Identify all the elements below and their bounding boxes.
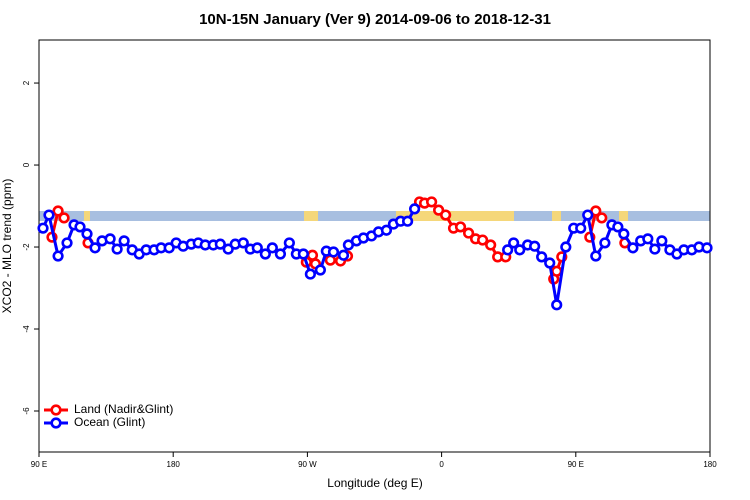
data-point [266, 242, 278, 254]
x-axis-label: Longitude (deg E) [327, 476, 422, 490]
data-point [627, 242, 639, 254]
data-point [536, 251, 548, 263]
x-tick-label: 90 E [568, 460, 584, 469]
data-point [618, 228, 630, 240]
data-point [118, 235, 130, 247]
data-point [89, 242, 101, 254]
x-tick-label: 180 [167, 460, 181, 469]
land-patch [619, 211, 628, 221]
data-point [582, 209, 594, 221]
y-tick-label: -2 [22, 243, 31, 251]
y-tick-label: 0 [22, 162, 31, 167]
data-point [575, 222, 587, 234]
data-point [612, 221, 624, 233]
y-axis-label: XCO2 - MLO trend (ppm) [0, 179, 14, 314]
data-point [52, 205, 64, 217]
data-point [454, 221, 467, 233]
data-point [74, 221, 86, 233]
data-point [304, 268, 316, 280]
data-point [52, 250, 64, 262]
data-point [544, 257, 556, 269]
data-point [58, 212, 70, 224]
data-point [111, 243, 123, 255]
data-point [502, 244, 514, 256]
chart-title: 10N-15N January (Ver 9) 2014-09-06 to 20… [199, 11, 551, 28]
data-point [596, 212, 608, 224]
data-point [701, 242, 713, 254]
data-point [551, 265, 563, 277]
data-point [642, 233, 654, 245]
y-tick-label: -6 [22, 407, 31, 415]
data-point [297, 248, 309, 260]
data-point [560, 241, 572, 253]
data-point [656, 235, 668, 247]
data-point [599, 237, 611, 249]
data-point [402, 215, 414, 227]
legend-label: Land (Nadir&Glint) [74, 402, 173, 416]
data-point [104, 233, 116, 245]
data-point [551, 299, 563, 311]
data-point [37, 222, 49, 234]
data-point [251, 242, 263, 254]
land-patch [304, 211, 318, 221]
x-tick-label: 0 [439, 460, 444, 469]
legend-marker [50, 417, 62, 429]
map-strip [39, 211, 710, 221]
data-point [649, 243, 661, 255]
data-point [43, 209, 55, 221]
data-point [380, 224, 393, 236]
data-point [409, 203, 421, 215]
land-patch [84, 211, 90, 221]
data-point [214, 238, 226, 250]
data-point [440, 209, 452, 221]
legend-marker [50, 404, 62, 416]
data-point [81, 228, 93, 240]
data-point [337, 249, 350, 261]
data-point [237, 237, 249, 249]
data-point [426, 196, 438, 208]
data-point [274, 248, 287, 260]
data-point [477, 234, 489, 246]
data-point [259, 248, 271, 260]
data-point [327, 246, 340, 258]
data-point [61, 237, 73, 249]
data-point [314, 264, 326, 276]
y-tick-label: 2 [22, 80, 31, 85]
data-point [485, 239, 497, 251]
ocean-strip [39, 211, 710, 221]
data-point [590, 250, 602, 262]
data-point [508, 237, 520, 249]
land-patch [552, 211, 561, 221]
x-tick-label: 90 W [298, 460, 317, 469]
data-point [283, 237, 295, 249]
x-tick-label: 90 E [31, 460, 47, 469]
legend-label: Ocean (Glint) [74, 415, 145, 429]
data-point [514, 244, 526, 256]
x-tick-label: 180 [703, 460, 717, 469]
data-point [462, 227, 475, 239]
data-point [529, 240, 541, 252]
y-tick-label: -4 [22, 325, 31, 333]
land-patch [396, 211, 514, 221]
